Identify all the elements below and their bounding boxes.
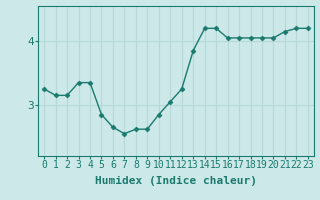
X-axis label: Humidex (Indice chaleur): Humidex (Indice chaleur)	[95, 176, 257, 186]
